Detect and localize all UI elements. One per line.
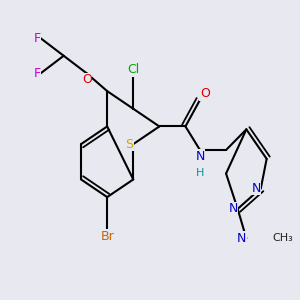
Text: S: S bbox=[125, 138, 133, 151]
Text: O: O bbox=[82, 74, 92, 86]
Text: N: N bbox=[228, 202, 238, 215]
Text: F: F bbox=[33, 32, 40, 45]
Text: F: F bbox=[33, 67, 40, 80]
Text: Br: Br bbox=[100, 230, 114, 242]
Text: N: N bbox=[251, 182, 261, 195]
Text: N: N bbox=[237, 232, 246, 245]
Text: N: N bbox=[195, 150, 205, 163]
Text: CH₃: CH₃ bbox=[272, 233, 293, 243]
Text: O: O bbox=[200, 87, 210, 100]
Text: H: H bbox=[196, 168, 204, 178]
Text: Cl: Cl bbox=[127, 63, 140, 76]
